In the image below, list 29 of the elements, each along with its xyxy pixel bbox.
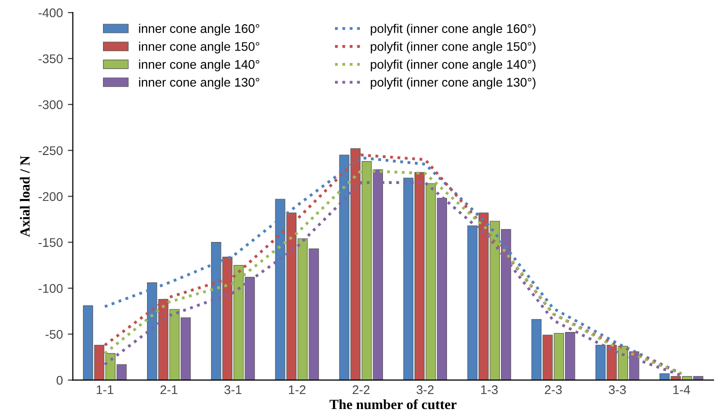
x-tick-label: 1-4	[673, 385, 690, 394]
x-tick-label: 2-2	[352, 385, 370, 394]
y-axis-title: Axial load / N	[20, 156, 30, 237]
x-tick-label: 1-3	[481, 385, 498, 394]
legend-label: inner cone angle 140°	[139, 60, 260, 72]
legend-label: polyfit (inner cone angle 150°)	[370, 42, 536, 54]
x-tick-label: 1-2	[288, 385, 306, 394]
legend-label: polyfit (inner cone angle 140°)	[370, 60, 536, 72]
x-tick-label: 2-1	[160, 385, 178, 394]
y-tick-label: -250	[38, 146, 63, 156]
x-tick-label: 1-1	[96, 385, 114, 394]
legend-label: inner cone angle 150°	[139, 42, 260, 54]
y-tick-label: -150	[38, 238, 63, 247]
y-tick-label: -50	[46, 330, 63, 339]
legend-label: polyfit (inner cone angle 130°)	[370, 78, 536, 90]
x-tick-label: 3-3	[608, 385, 626, 394]
y-tick-label: -300	[38, 100, 63, 110]
x-tick-label: 2-3	[544, 385, 562, 394]
legend-label: polyfit (inner cone angle 160°)	[370, 24, 536, 36]
y-tick-label: -200	[38, 192, 63, 201]
legend-label: inner cone angle 160°	[139, 24, 260, 36]
x-tick-label: 3-2	[416, 385, 434, 394]
y-tick-label: 0	[56, 376, 63, 385]
legend-label: inner cone angle 130°	[139, 78, 260, 90]
x-tick-label: 3-1	[224, 385, 242, 394]
y-tick-label: -400	[38, 8, 63, 18]
y-tick-label: -350	[38, 54, 63, 64]
x-axis-title: The number of cutter	[330, 399, 457, 410]
y-tick-label: -100	[38, 284, 63, 293]
